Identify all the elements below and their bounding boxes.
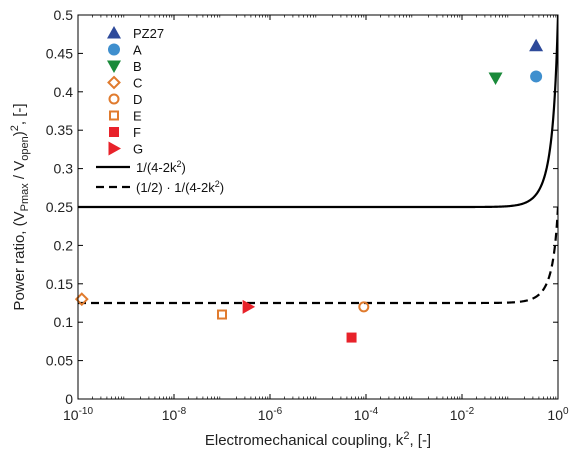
y-tick-label: 0.05 [46,353,73,369]
y-tick-label: 0.4 [54,84,74,100]
x-tick-label-base: 10 [354,407,370,423]
x-tick-label: 10-6 [258,406,283,423]
y-tick-label: 0 [65,391,73,407]
y-axis-title-part2: / V [11,161,28,184]
data-point [346,332,357,343]
x-tick-label: 10-8 [162,406,187,423]
y-tick-label: 0.2 [54,237,74,253]
legend-label-main: (1/2) · 1/(4-2k [136,180,215,195]
legend-marker [107,75,121,90]
x-axis-title-main: Electromechanical coupling, k [205,432,404,449]
legend-label: PZ27 [133,26,164,41]
legend-marker [108,93,120,105]
x-tick-label-exponent: -4 [369,406,378,417]
y-tick-label: 0.5 [54,7,74,23]
y-axis-title-part3: ) [11,131,28,136]
y-axis-title-part4: , [-] [11,103,28,125]
y-tick-label: 0.35 [46,122,73,138]
y-tick-label: 0.15 [46,276,73,292]
x-tick-label: 10-2 [450,406,475,423]
y-axis-title-sup: 2 [9,125,21,131]
legend-label: E [133,109,142,124]
y-tick-label: 0.25 [46,199,73,215]
x-tick-label: 100 [547,406,569,423]
x-tick-label-exponent: 0 [563,406,569,417]
y-axis-title-part1: Power ratio, (V [11,211,28,310]
legend-label: D [133,92,142,107]
legend-marker [109,127,119,137]
legend-marker [107,26,121,39]
legend-label: C [133,76,142,91]
data-point [217,309,227,320]
legend-label: (1/2) · 1/(4-2k2) [136,179,224,195]
legend-marker [107,60,121,73]
data-point [530,70,543,83]
points-layer [74,38,544,343]
y-axis-title-sub2: open [19,136,31,160]
x-tick-label-exponent: -2 [465,406,474,417]
legend-label-sup: 2 [176,159,181,169]
x-axis-title-tail: , [-] [409,432,431,449]
data-point [358,301,370,313]
x-tick-label-base: 10 [162,407,178,423]
x-tick-label-base: 10 [258,407,274,423]
x-tick-label-base: 10 [547,407,563,423]
legend-label: A [133,43,142,58]
data-point [242,299,256,314]
x-tick-label-exponent: -6 [273,406,282,417]
curves-layer [78,15,558,305]
legend-label-main: 1/(4-2k [136,160,177,175]
x-tick-label: 10-4 [354,406,379,423]
legend-label-tail: ) [181,160,185,175]
x-tick-label: 10-10 [63,406,93,423]
legend-label: B [133,59,142,74]
y-tick-label: 0.1 [54,314,74,330]
curve-line [78,15,558,209]
legend-marker [108,43,120,56]
legend-label: G [133,142,143,157]
y-tick-label: 0.3 [54,161,74,177]
y-axis-title-sub1: Pmax [19,183,31,212]
curve-line [78,206,558,305]
x-tick-label-base: 10 [450,407,466,423]
x-tick-label-exponent: -10 [79,406,94,417]
data-point [488,72,503,85]
legend-label-tail: ) [220,180,224,195]
legend-marker [109,110,119,121]
legend-label: F [133,125,141,140]
legend-label-sup: 2 [215,179,220,189]
legend-marker [108,141,121,156]
legend-label: 1/(4-2k2) [136,159,186,175]
data-point [529,38,544,52]
ticks-layer: 10-10 10-8 10-6 10-4 10-2 10000.050.10.150.20… [46,7,569,423]
x-axis-title: Electromechanical coupling, k2, [-] [205,430,431,449]
y-axis-title: Power ratio, (VPmax / Vopen)2, [-] [9,103,31,310]
x-tick-label-exponent: -8 [177,406,186,417]
x-axis-title-sup: 2 [403,430,409,442]
y-tick-label: 0.45 [46,45,73,61]
x-tick-label-base: 10 [63,407,79,423]
